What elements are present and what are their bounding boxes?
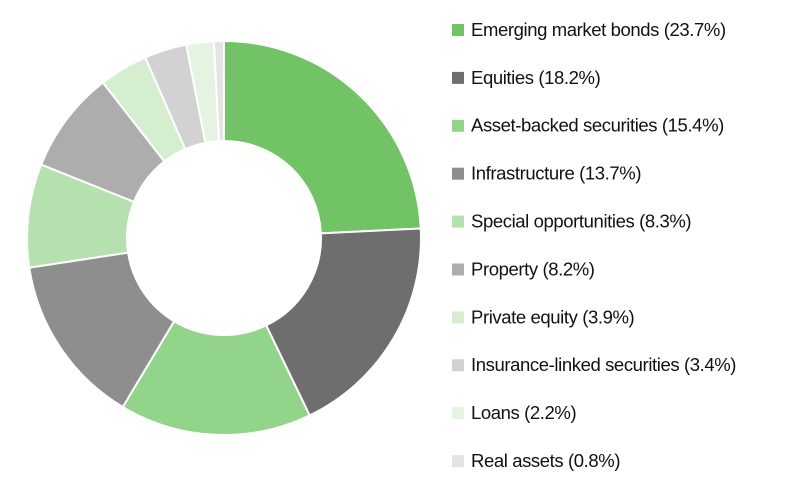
slice <box>212 39 225 143</box>
legend-label: Private equity (3.9%) <box>471 306 635 327</box>
legend-label: Real assets (0.8%) <box>471 450 620 471</box>
slice <box>223 39 422 235</box>
legend-label: Special opportunities (8.3%) <box>471 210 691 231</box>
legend-swatch <box>452 24 464 36</box>
legend-swatch <box>452 215 464 228</box>
legend-label: Asset-backed securities (15.4%) <box>471 115 724 136</box>
legend-swatch <box>452 167 464 180</box>
legend-label: Infrastructure (13.7%) <box>471 163 641 184</box>
slice <box>121 319 311 436</box>
legend-label: Property (8.2%) <box>471 258 595 279</box>
legend-label: Insurance-linked securities (3.4%) <box>471 354 736 375</box>
legend-swatch <box>452 119 464 132</box>
legend-swatch <box>452 311 464 324</box>
slice <box>264 227 422 417</box>
legend-swatch <box>452 407 464 420</box>
legend-label: Emerging market bonds (23.7%) <box>471 19 726 40</box>
legend-swatch <box>452 263 464 276</box>
legend-label: Loans (2.2%) <box>471 402 576 423</box>
legend-swatch <box>452 359 464 372</box>
legend-swatch <box>452 71 464 84</box>
legend-label: Equities (18.2%) <box>471 67 601 88</box>
legend-swatch <box>452 455 464 468</box>
